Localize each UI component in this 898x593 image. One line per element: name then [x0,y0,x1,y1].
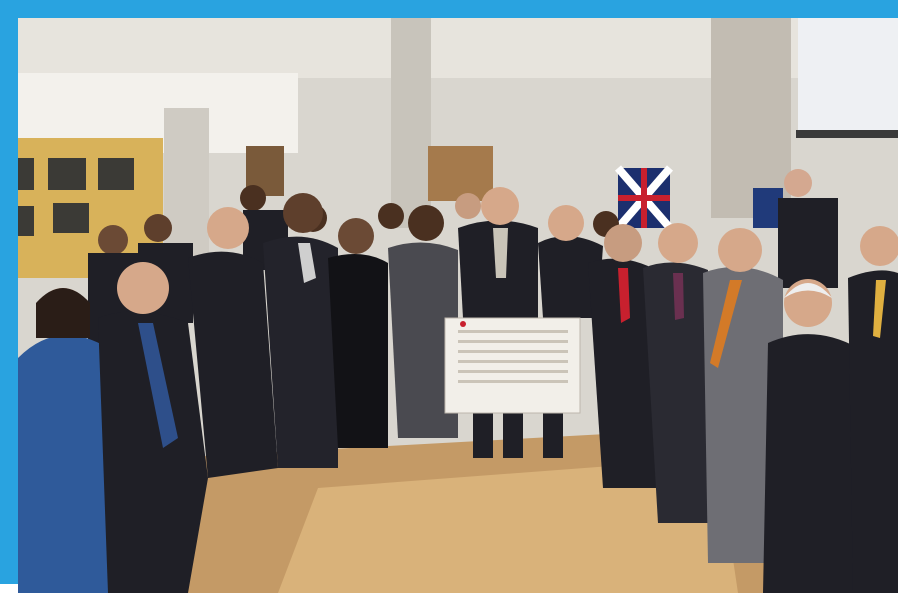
uk-flag-cross [618,168,670,228]
wall-frame [18,206,34,236]
floor-highlight [278,458,738,593]
column [164,108,209,268]
screen-bar [796,130,898,138]
wall-frame [53,203,89,233]
column [711,18,791,218]
wall-frame [98,158,134,190]
wall-frame [18,158,34,190]
painting [428,146,493,201]
front-row-people [18,187,898,593]
event-photo [18,18,898,593]
column [391,18,431,228]
photo-scene [18,18,898,593]
projection-screen [798,18,898,133]
signed-poster [444,317,581,414]
wall-frame [48,158,86,190]
